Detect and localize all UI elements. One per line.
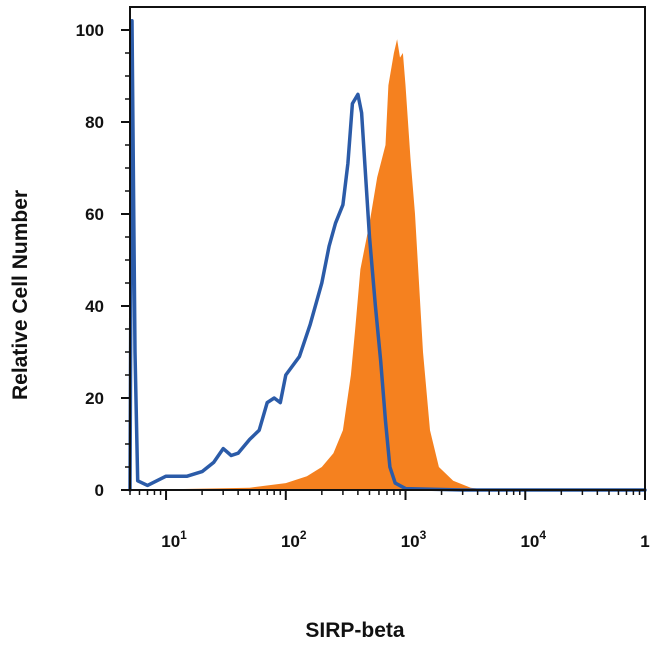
x-tick-label: 102 [281,528,307,551]
x-tick-label: 104 [520,528,546,551]
y-axis-title: Relative Cell Number [9,190,32,400]
filled-histogram-0 [130,39,645,490]
y-tick-label: 60 [85,205,104,224]
x-tick-label: 101 [161,528,187,551]
x-axis-title: SIRP-beta [305,619,405,642]
histogram-line-1 [128,19,647,492]
y-tick-label: 40 [85,297,104,316]
y-tick-label: 80 [85,113,104,132]
series-layer [128,19,647,492]
y-tick-label: 0 [95,481,104,500]
y-tick-label: 20 [85,389,104,408]
y-tick-label: 100 [76,21,104,40]
x-tick-label: 103 [401,528,427,551]
ticks-layer: 0 20 40 60 80 100 101 102 103 104 105 [76,21,650,551]
x-tick-label: 105 [640,528,650,551]
